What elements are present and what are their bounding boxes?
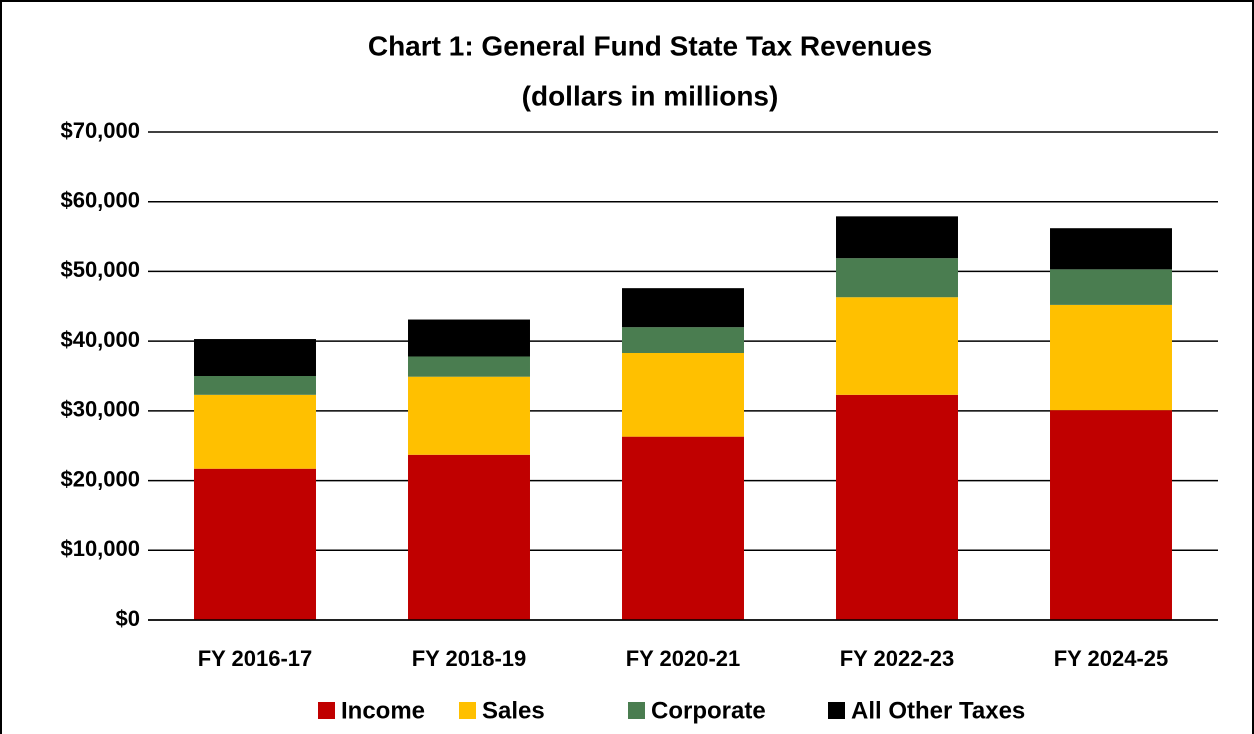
y-tick-label: $40,000 <box>60 327 140 352</box>
legend-swatch <box>318 702 335 719</box>
bar-segment <box>408 454 530 620</box>
y-tick-label: $70,000 <box>60 118 140 143</box>
x-tick-label: FY 2024-25 <box>1054 646 1169 671</box>
y-tick-label: $50,000 <box>60 257 140 282</box>
x-tick-label: FY 2020-21 <box>626 646 741 671</box>
y-tick-label: $30,000 <box>60 397 140 422</box>
legend-label: Sales <box>482 697 545 724</box>
bar-segment <box>194 468 316 620</box>
bar-segment <box>194 376 316 395</box>
bar-segment <box>836 394 958 620</box>
bar-segment <box>622 436 744 620</box>
bar-segment <box>1050 410 1172 620</box>
bar-segment <box>836 216 958 259</box>
bar-segment <box>408 376 530 455</box>
bar-segment <box>836 258 958 298</box>
x-tick-label: FY 2022-23 <box>840 646 955 671</box>
y-tick-label: $60,000 <box>60 188 140 213</box>
y-tick-label: $20,000 <box>60 466 140 491</box>
legend-swatch <box>459 702 476 719</box>
bar-segment <box>622 288 744 328</box>
x-tick-label: FY 2016-17 <box>198 646 313 671</box>
legend-label: All Other Taxes <box>851 697 1025 724</box>
x-tick-label: FY 2018-19 <box>412 646 527 671</box>
bar-segment <box>1050 228 1172 270</box>
bar-segment <box>194 394 316 469</box>
y-tick-label: $10,000 <box>60 536 140 561</box>
legend-swatch <box>628 702 645 719</box>
bar-segment <box>1050 304 1172 411</box>
bar-segment <box>194 339 316 376</box>
bar-segment <box>836 297 958 395</box>
chart-subtitle: (dollars in millions) <box>522 80 779 111</box>
bar-segment <box>622 327 744 353</box>
legend-swatch <box>828 702 845 719</box>
legend-label: Corporate <box>651 697 766 724</box>
bar-segment <box>622 352 744 437</box>
y-tick-label: $0 <box>116 606 140 631</box>
legend-label: Income <box>341 697 425 724</box>
bar-segment <box>1050 269 1172 305</box>
bar-segment <box>408 319 530 357</box>
chart-title: Chart 1: General Fund State Tax Revenues <box>368 30 932 61</box>
bar-segment <box>408 356 530 377</box>
